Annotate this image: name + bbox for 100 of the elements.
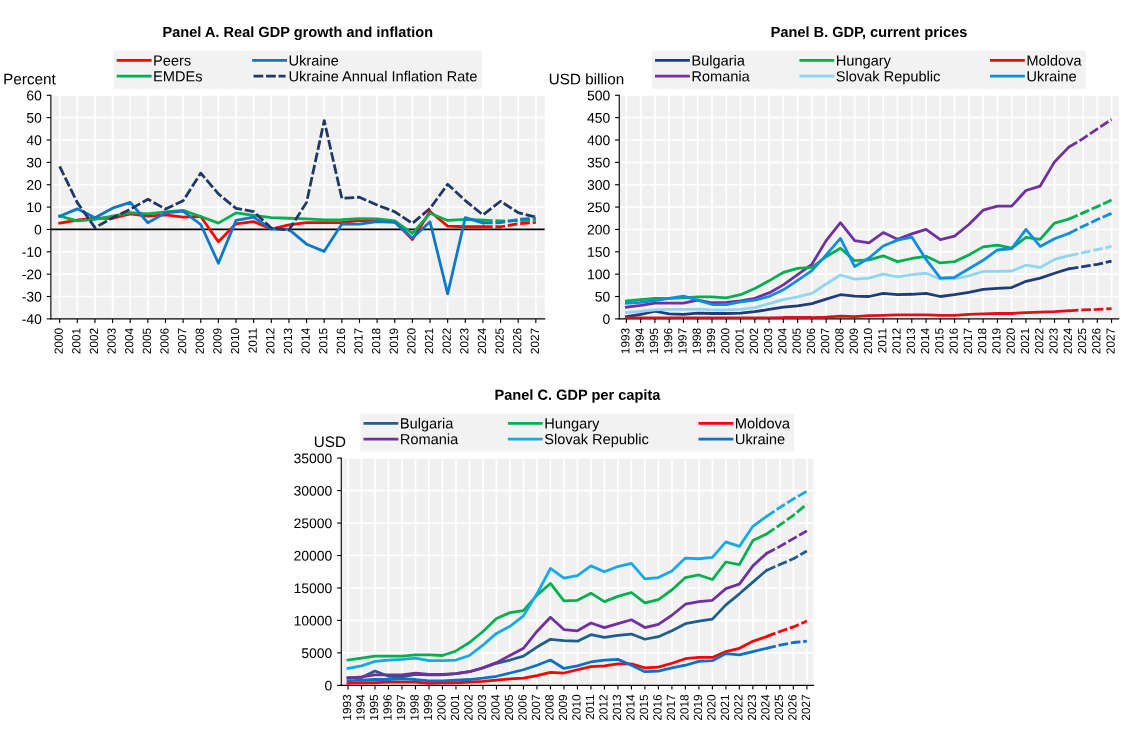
x-tick-label: 2007	[177, 328, 187, 354]
x-tick-label: 2017	[963, 328, 973, 354]
y-tick-label: 250	[587, 202, 610, 213]
x-tick-label: 2009	[849, 328, 858, 354]
y-tick-label: 40	[26, 135, 42, 146]
x-tick-label: 2017	[354, 328, 363, 354]
x-tick-label: 2023	[460, 328, 469, 354]
x-tick-label: 2020	[1006, 328, 1015, 354]
legend-label: Peers	[154, 55, 191, 66]
legend-label: Ukraine	[289, 54, 339, 66]
x-tick-label: 2027	[530, 328, 540, 354]
y-tick-label: 450	[587, 112, 610, 123]
x-tick-label: 2006	[806, 328, 816, 354]
x-tick-label: 2021	[720, 694, 730, 721]
legend-label: Ukraine	[736, 433, 785, 445]
chart-title: Panel C. GDP per capita	[495, 389, 661, 403]
x-tick-label: 2000	[54, 328, 63, 354]
x-tick-label: 1997	[396, 694, 406, 720]
x-tick-label: 2023	[747, 694, 757, 721]
x-tick-label: 2014	[920, 328, 930, 354]
y-tick-label: 60	[27, 90, 42, 101]
x-tick-label: 2009	[558, 694, 568, 721]
x-tick-label: 1993	[621, 328, 630, 354]
x-tick-label: 2025	[1077, 328, 1087, 354]
x-tick-label: 1998	[410, 694, 419, 720]
x-tick-label: 2011	[585, 694, 595, 720]
x-tick-label: 2010	[572, 694, 581, 721]
x-tick-label: 2003	[107, 328, 116, 354]
line-series	[58, 119, 538, 232]
x-tick-label: 2003	[763, 328, 773, 354]
x-tick-label: 1998	[692, 328, 701, 354]
x-tick-label: 2001	[735, 328, 744, 354]
y-tick-label: -20	[22, 269, 42, 280]
chart-title: Panel A. Real GDP growth and inflation	[163, 26, 433, 41]
x-tick-label: 2016	[949, 328, 958, 354]
x-tick-label: 2019	[992, 328, 1001, 354]
legend-label: Bulgaria	[401, 417, 454, 432]
x-tick-label: 2017	[666, 694, 676, 721]
x-tick-label: 2004	[491, 694, 500, 721]
x-tick-label: 2003	[477, 694, 487, 721]
x-tick-label: 2006	[160, 328, 169, 354]
y-tick-label: 20	[27, 180, 42, 190]
y-tick-label: 150	[588, 247, 610, 257]
x-tick-label: 2008	[835, 328, 844, 354]
x-tick-label: 2012	[266, 328, 275, 354]
y-axis-title: USD	[314, 436, 346, 448]
x-tick-label: 2004	[125, 328, 134, 354]
y-tick-label: 20000	[294, 550, 332, 561]
y-tick-label: 25000	[294, 518, 332, 529]
x-tick-label: 2025	[495, 328, 504, 354]
x-tick-label: 2007	[531, 694, 541, 721]
x-tick-label: 2018	[371, 328, 381, 354]
y-tick-label: 50	[26, 112, 42, 123]
y-tick-label: 5000	[301, 648, 332, 659]
y-tick-label: -30	[22, 291, 42, 302]
x-tick-label: 2015	[319, 328, 328, 354]
x-tick-label: 2024	[1063, 328, 1072, 354]
x-tick-label: 2025	[774, 694, 784, 721]
x-tick-label: 2007	[820, 328, 830, 354]
x-tick-label: 2010	[863, 328, 873, 354]
legend-label: Bulgaria	[692, 54, 745, 69]
x-tick-label: 2027	[1106, 328, 1115, 354]
x-tick-label: 2012	[892, 328, 901, 354]
x-tick-label: 2018	[680, 694, 689, 721]
x-tick-label: 1993	[342, 694, 352, 720]
y-tick-label: 10000	[294, 615, 332, 626]
legend-label: Slovak Republic	[544, 433, 649, 448]
y-axis-title: USD billion	[549, 73, 624, 85]
x-tick-label: 2026	[513, 328, 522, 354]
x-tick-label: 2011	[248, 328, 257, 353]
legend-label: Slovak Republic	[836, 70, 940, 85]
x-tick-label: 2013	[283, 328, 293, 354]
x-tick-label: 2005	[792, 328, 801, 354]
x-tick-label: 2008	[545, 694, 554, 721]
x-tick-label: 1995	[649, 328, 659, 354]
x-tick-label: 1999	[423, 694, 433, 720]
y-tick-label: 0	[325, 680, 332, 691]
x-tick-label: 1996	[383, 694, 392, 720]
x-tick-label: 2009	[213, 328, 222, 354]
legend-label: Romania	[692, 70, 750, 82]
chart-title: Panel B. GDP, current prices	[771, 26, 967, 40]
x-tick-label: 2027	[801, 694, 811, 721]
x-tick-label: 2016	[653, 694, 662, 721]
y-tick-label: 30	[26, 157, 42, 168]
y-tick-label: -40	[22, 314, 42, 325]
y-tick-label: 100	[588, 269, 610, 280]
y-tick-label: 35000	[294, 453, 332, 464]
legend-label: Hungary	[837, 55, 891, 69]
x-tick-label: 2016	[336, 328, 346, 354]
x-tick-label: 2024	[477, 328, 487, 354]
legend-label: Moldova	[736, 417, 790, 429]
y-tick-label: 10	[27, 202, 42, 213]
y-tick-label: 15000	[294, 583, 332, 594]
x-tick-label: 2022	[442, 328, 451, 354]
x-tick-label: 1994	[356, 694, 365, 720]
x-tick-label: 2005	[142, 328, 152, 354]
y-tick-label: -10	[22, 247, 42, 257]
legend-label: Moldova	[1027, 54, 1082, 66]
y-axis-title: Percent	[4, 73, 56, 85]
x-tick-label: 2014	[301, 328, 310, 354]
